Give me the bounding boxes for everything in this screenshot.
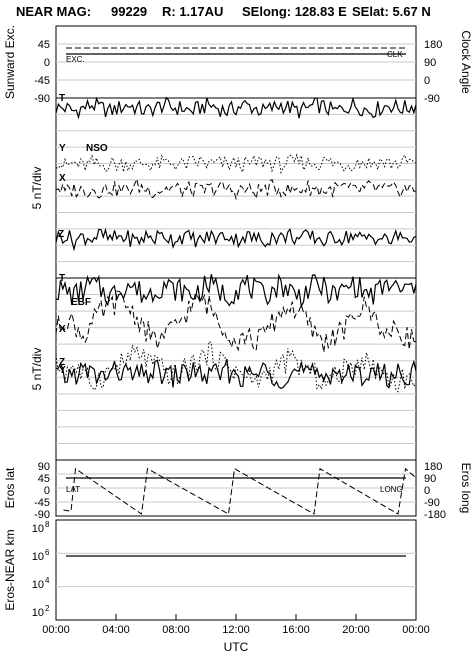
sunward-left-tick: -45 [34, 75, 50, 87]
time-tick-label: 12:00 [222, 624, 250, 636]
eros-long-tick: -180 [424, 509, 446, 521]
nso-label-x: X [59, 173, 66, 184]
range-tick: 10 [32, 523, 44, 535]
time-tick-label: 20:00 [342, 624, 370, 636]
nso-series-x [55, 177, 417, 201]
range-tick-exponent: 4 [45, 576, 50, 585]
ebf-label-z: Z [59, 357, 65, 368]
eros-lat-tick: 90 [38, 461, 50, 473]
nso-label-t: T [59, 93, 65, 104]
eros-long-tick: 90 [424, 473, 436, 485]
clock-angle-right-tick: 90 [424, 57, 436, 69]
ebf-label-x: X [59, 324, 66, 335]
header-date: 99229 [111, 4, 147, 19]
header-selat: SElat: 5.67 N [352, 4, 431, 19]
ebf-panel-label: EBF [71, 297, 91, 308]
clock-angle-right-tick: 180 [424, 39, 442, 51]
ebf-series-y [55, 358, 417, 390]
time-tick-label: 08:00 [162, 624, 190, 636]
ebf-panel: EBF T X Z Y 5 nT/div [30, 273, 417, 461]
ebf-series-t [55, 273, 417, 308]
eros-lat-tick: -90 [34, 509, 50, 521]
sunward-panel: 45 0 -45 -90 180 90 0 -90 EXC. CLK Sunward Exc.… [3, 25, 473, 105]
range-ylabel: Eros-NEAR km [3, 529, 17, 610]
header-radius: R: 1.17AU [162, 4, 223, 19]
sunward-left-tick: -90 [34, 93, 50, 105]
ebf-series-x [55, 290, 417, 353]
eros-long-tick: 180 [424, 461, 442, 473]
clock-angle-ylabel: Clock Angle [459, 30, 473, 94]
time-tick-label: 00:00 [42, 624, 70, 636]
range-tick: 10 [32, 579, 44, 591]
time-tick-label: 04:00 [102, 624, 130, 636]
header-selong: SElong: 128.83 E [242, 4, 347, 19]
eros-long-tag: LONG [380, 485, 403, 494]
nso-series-z [55, 227, 417, 252]
range-tick: 10 [32, 551, 44, 563]
ebf-label-y: Y [59, 365, 66, 376]
range-tick-exponent: 8 [45, 520, 50, 529]
time-tick-label: 16:00 [282, 624, 310, 636]
ebf-label-t: T [59, 273, 65, 284]
time-axis: 00:00 04:00 08:00 12:00 16:00 20:00 00:00 [42, 614, 430, 636]
eros-long-tick: -90 [424, 497, 440, 509]
range-tick-exponent: 2 [45, 604, 50, 613]
sunward-left-tick: 0 [44, 57, 50, 69]
sunward-left-tick: 45 [38, 39, 50, 51]
clock-angle-right-tick: -90 [424, 93, 440, 105]
range-tick: 10 [32, 607, 44, 619]
sunward-clk-tag: CLK [387, 50, 403, 59]
eros-long-ylabel: Eros long [459, 463, 473, 514]
nso-frame [55, 97, 417, 279]
nso-label-z: Z [58, 229, 64, 240]
nso-label-y: Y [59, 143, 66, 154]
eros-lat-tag: LAT [66, 485, 80, 494]
eros-long-series [63, 467, 417, 515]
eros-lat-tick: 45 [38, 473, 50, 485]
time-tick-label: 00:00 [402, 624, 430, 636]
nso-series-t [55, 96, 417, 120]
clock-angle-right-tick: 0 [424, 75, 430, 87]
nso-panel-label: NSO [86, 143, 108, 154]
sunward-ylabel: Sunward Exc. [3, 25, 17, 99]
ebf-ylabel: 5 nT/div [30, 348, 44, 391]
eros-long-tick: 0 [424, 485, 430, 497]
range-tick-exponent: 6 [45, 548, 50, 557]
header-mission: NEAR MAG: [16, 4, 91, 19]
range-frame [55, 519, 417, 621]
eros-lat-tick: -45 [34, 497, 50, 509]
ebf-frame [55, 277, 417, 461]
eros-lat-ylabel: Eros lat [3, 467, 17, 508]
nso-panel: NSO T Y X Z 5 nT/div [30, 93, 417, 279]
time-axis-label: UTC [224, 640, 249, 654]
sunward-exc-tag: EXC. [66, 55, 85, 64]
eros-lat-tick: 0 [44, 485, 50, 497]
nso-ylabel: 5 nT/div [30, 167, 44, 210]
